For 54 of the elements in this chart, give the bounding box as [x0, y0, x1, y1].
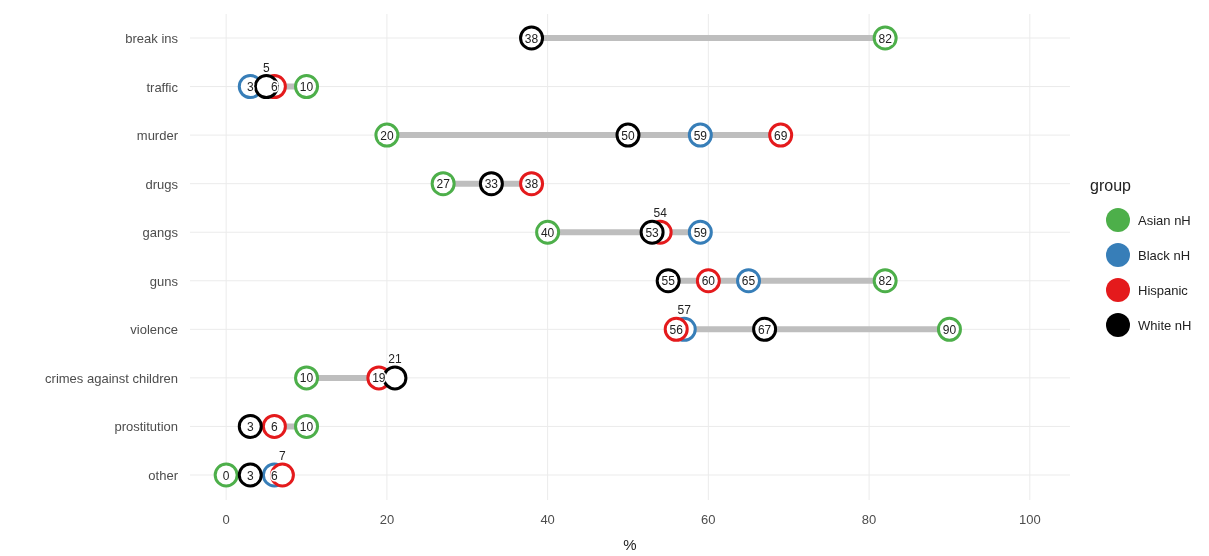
x-tick-label: 60: [701, 512, 716, 527]
x-tick-label: 40: [540, 512, 555, 527]
x-tick-label: 0: [222, 512, 230, 527]
data-label: 82: [878, 274, 893, 289]
data-label: 90: [942, 322, 957, 337]
x-tick-label: 100: [1018, 512, 1041, 527]
data-label: 82: [878, 31, 893, 46]
data-label: 59: [693, 128, 708, 143]
legend-title: group: [1090, 177, 1132, 194]
legend-label: Black nH: [1138, 248, 1191, 263]
y-tick-label: break ins: [125, 31, 179, 46]
data-label: 5: [263, 60, 270, 75]
data-label: 55: [661, 274, 676, 289]
x-tick-label: 20: [379, 512, 395, 527]
data-label: 20: [380, 128, 394, 143]
data-label: 60: [701, 274, 716, 289]
data-label: 3: [246, 468, 254, 483]
y-tick-label: drugs: [145, 176, 179, 192]
data-label: 53: [645, 225, 660, 240]
data-label: 10: [299, 80, 314, 95]
y-tick-label: other: [148, 468, 179, 483]
data-label: 38: [524, 177, 539, 192]
y-tick-label: prostitution: [114, 419, 178, 435]
data-label: 38: [524, 31, 539, 46]
data-label: 59: [693, 225, 708, 240]
y-tick-label: gangs: [142, 225, 179, 241]
data-label: 6: [271, 419, 279, 434]
data-label: 50: [621, 128, 635, 143]
y-tick-label: violence: [130, 322, 178, 338]
data-label: 0: [222, 468, 230, 483]
y-tick-label: crimes against children: [45, 370, 178, 386]
data-label: 40: [540, 225, 555, 240]
data-label: 3: [246, 80, 254, 95]
y-tick-label: guns: [149, 273, 179, 289]
legend-label: White nH: [1138, 318, 1192, 333]
data-label: 65: [741, 274, 756, 289]
data-label: 10: [299, 419, 314, 434]
data-label: 10: [299, 371, 314, 386]
data-label: 33: [484, 177, 499, 192]
data-label: 69: [774, 128, 788, 143]
data-label: 56: [669, 322, 684, 337]
y-tick-label: traffic: [146, 79, 179, 95]
x-tick-label: 80: [861, 512, 877, 527]
legend-label: Asian nH: [1138, 213, 1191, 228]
y-tick-label: murder: [136, 128, 179, 144]
data-label: 54: [653, 206, 668, 221]
data-label: 27: [436, 177, 451, 192]
data-label: 3: [246, 419, 254, 434]
x-axis-title: %: [623, 536, 637, 553]
data-label: 7: [279, 449, 287, 463]
data-label: 67: [757, 322, 772, 337]
legend-label: Hispanic: [1138, 283, 1189, 298]
data-label: 57: [677, 303, 692, 318]
data-label: 21: [388, 351, 402, 366]
